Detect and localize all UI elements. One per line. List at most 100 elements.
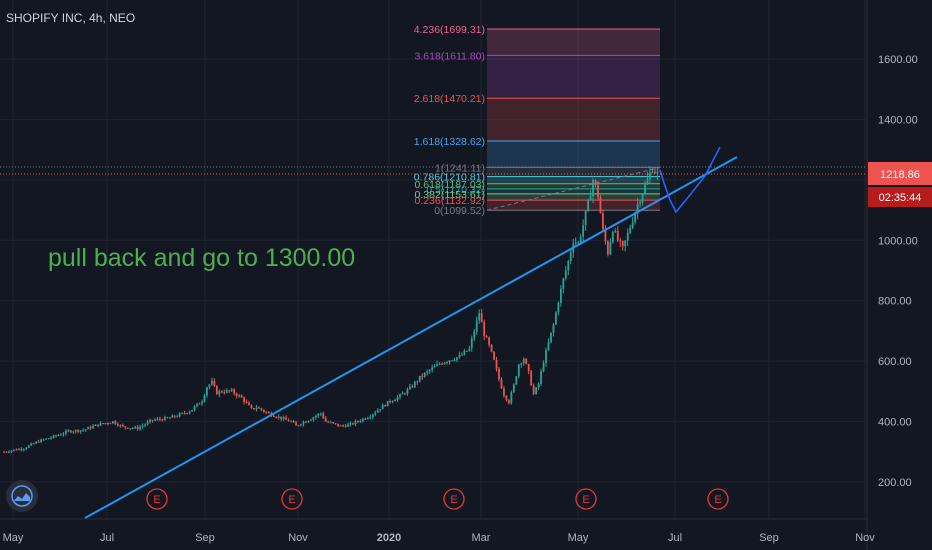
fib-zone: [487, 183, 660, 189]
candle-body: [468, 348, 471, 352]
candle-body: [631, 222, 634, 228]
candle-body: [604, 229, 607, 242]
candle-body: [5, 451, 8, 453]
candle-body: [413, 381, 416, 387]
candle-body: [287, 419, 290, 422]
candle-body: [517, 364, 520, 377]
candle-body: [42, 439, 45, 441]
candle-body: [404, 393, 406, 395]
candle-body: [74, 429, 77, 432]
candle-body: [201, 401, 203, 404]
candle-body: [8, 451, 10, 453]
candle-body: [441, 363, 443, 365]
candle-body: [550, 332, 552, 343]
trend-line[interactable]: [84, 156, 738, 519]
candle-body: [611, 231, 614, 243]
price-tick-label: 1400.00: [878, 114, 918, 126]
candle-body: [17, 448, 20, 451]
candle-body: [490, 344, 493, 352]
candle-body: [334, 423, 337, 425]
candle-body: [292, 421, 295, 423]
candle-body: [50, 437, 52, 439]
candle-body: [166, 417, 169, 419]
price-tick-label: 1600.00: [878, 54, 918, 66]
candle-body: [307, 420, 310, 423]
candle-body: [302, 421, 305, 425]
candle-body: [505, 395, 508, 400]
candle-body: [579, 236, 582, 243]
candle-body: [40, 439, 43, 443]
candle-body: [240, 395, 243, 398]
candle-body: [646, 178, 649, 185]
price-axis[interactable]: 200.00400.00600.00800.001000.001200.0014…: [866, 0, 918, 550]
candle-body: [339, 425, 342, 427]
candle-body: [235, 393, 238, 397]
candle-body: [223, 392, 226, 394]
candle-body: [337, 423, 340, 426]
candle-body: [495, 359, 498, 369]
candle-body: [208, 384, 211, 388]
candle-body: [183, 412, 186, 414]
candle-body: [379, 409, 382, 411]
candle-body: [399, 394, 401, 397]
candle-body: [532, 385, 535, 395]
candle-body: [32, 443, 35, 445]
cloud-icon: [11, 485, 33, 507]
candle-body: [57, 434, 60, 436]
fibonacci-extension[interactable]: 4.236(1699.31) 3.618(1611.80) 2.618(1470.2…: [414, 24, 661, 217]
candle-body: [305, 421, 307, 423]
candle-body: [136, 426, 139, 430]
candle-body: [87, 427, 90, 430]
candle-body: [112, 421, 114, 424]
candle-body: [250, 405, 253, 409]
fib-diagonal: [486, 166, 661, 211]
candle-body: [488, 337, 490, 345]
candle-body: [47, 438, 50, 440]
candle-body: [361, 418, 364, 422]
candle-body: [371, 414, 374, 418]
annotation-text: pull back and go to 1300.00: [48, 244, 355, 272]
candle-body: [587, 200, 589, 212]
candle-body: [522, 358, 525, 364]
candle-body: [171, 415, 174, 418]
candles: [3, 166, 659, 454]
fib-zone: [487, 193, 660, 201]
candle-body: [181, 412, 184, 414]
candle-body: [79, 430, 82, 432]
candle-body: [347, 424, 349, 427]
candle-body: [443, 362, 446, 365]
candle-body: [104, 423, 107, 425]
candle-body: [218, 391, 221, 395]
candle-body: [191, 410, 193, 412]
projection-path[interactable]: [659, 146, 721, 214]
candle-body: [258, 407, 260, 409]
time-tick-label: Nov: [288, 532, 308, 544]
candle-body: [238, 395, 241, 397]
candle-body: [55, 435, 57, 437]
candle-body: [592, 180, 594, 197]
fib-level-label: 0.236(1132.92): [415, 195, 485, 207]
fib-zone: [487, 188, 660, 194]
candle-body: [30, 443, 33, 446]
candle-body: [619, 240, 622, 242]
fib-zone: [487, 200, 660, 211]
candle-body: [267, 412, 270, 414]
candle-body: [265, 411, 268, 413]
candle-body: [451, 360, 453, 362]
candle-body: [121, 424, 124, 427]
time-axis[interactable]: May Jul Sep Nov 2020 Mar May Jul Sep Nov: [0, 518, 875, 544]
fib-level-label: 0.618(1187.03): [415, 179, 485, 191]
candle-body: [89, 427, 92, 429]
candle-body: [69, 430, 72, 433]
candle-body: [168, 417, 171, 419]
candle-body: [230, 389, 233, 392]
candle-body: [478, 313, 481, 321]
candle-body: [159, 418, 161, 420]
candle-body: [530, 371, 533, 386]
tradingview-logo[interactable]: [6, 480, 38, 512]
candle-body: [508, 399, 510, 404]
time-tick-label: Sep: [195, 532, 215, 544]
candle-body: [255, 407, 258, 410]
candle-body: [500, 379, 503, 389]
